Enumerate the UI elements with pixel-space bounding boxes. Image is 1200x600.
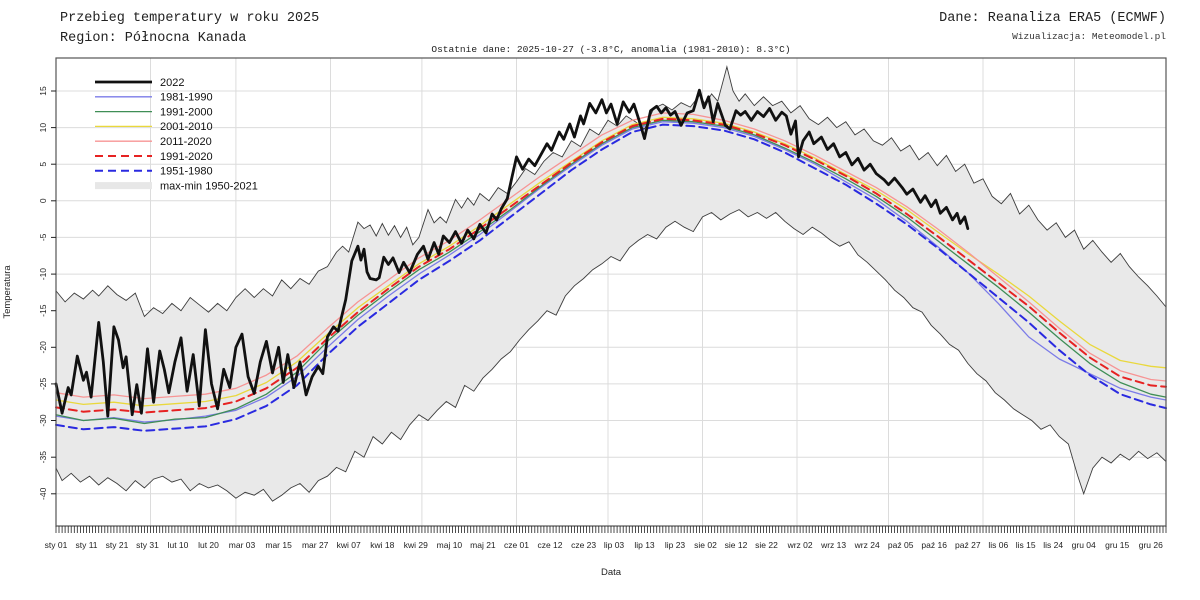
legend-item-2011-2020: 2011-2020 <box>95 136 212 148</box>
chart-legend: 2022 1981-1990 1991-2000 2001-2010 2011-2020… <box>95 77 258 192</box>
x-tick-label: cze 01 <box>504 540 529 550</box>
series-1991-2000 <box>55 119 1167 425</box>
series-1991-2020 <box>55 117 1167 414</box>
x-tick-label: sty 31 <box>136 540 159 550</box>
x-tick-label: mar 27 <box>302 540 329 550</box>
legend-band-swatch <box>95 182 152 190</box>
y-tick-label: -25 <box>38 377 48 390</box>
x-tick-label: sty 01 <box>45 540 68 550</box>
region-subtitle: Region: Północna Kanada <box>60 31 246 46</box>
y-tick-label: 15 <box>38 86 48 96</box>
page-title: Przebieg temperatury w roku 2025 <box>60 11 319 26</box>
last-data-subtitle: Ostatnie dane: 2025-10-27 (-3.8°C, anoma… <box>431 44 790 55</box>
legend-label: 2022 <box>160 77 184 89</box>
x-tick-label: sty 11 <box>75 540 97 550</box>
legend-item-1981-1990: 1981-1990 <box>95 92 213 104</box>
series-2001-2010 <box>55 116 1167 407</box>
y-tick-label: -35 <box>38 451 48 464</box>
band-min-edge <box>55 209 1167 502</box>
x-tick-label: gru 26 <box>1139 540 1163 550</box>
legend-label: 1981-1990 <box>160 92 213 104</box>
x-tick-label: sie 22 <box>755 540 778 550</box>
y-tick-label: -20 <box>38 341 48 354</box>
x-tick-label: cze 23 <box>571 540 596 550</box>
y-tick-label: 5 <box>38 162 48 167</box>
x-tick-label: paź 05 <box>888 540 914 550</box>
x-tick-label: lip 23 <box>665 540 686 550</box>
y-tick-label: 0 <box>38 198 48 203</box>
x-tick-label: wrz 24 <box>854 540 880 550</box>
x-tick-label: sie 12 <box>725 540 748 550</box>
legend-label: 1951-1980 <box>160 166 213 178</box>
band-max-edge <box>55 65 1167 318</box>
x-tick-label: kwi 07 <box>337 540 361 550</box>
y-tick-label: -5 <box>38 233 48 241</box>
x-axis-label: Data <box>601 567 622 578</box>
y-tick-label: -40 <box>38 487 48 500</box>
axis-tick-labels: sty 01 sty 11 sty 21 sty 31 lut 10 lut 20 mar … <box>38 86 1163 550</box>
legend-label: max-min 1950-2021 <box>160 180 258 192</box>
y-tick-label: -10 <box>38 268 48 281</box>
x-tick-label: kwi 18 <box>370 540 394 550</box>
legend-item-2001-2010: 2001-2010 <box>95 121 213 133</box>
series-2022 <box>54 88 970 418</box>
x-tick-label: mar 03 <box>229 540 256 550</box>
x-tick-label: lis 24 <box>1043 540 1063 550</box>
axis-ticks <box>51 90 1167 533</box>
series-1981-1990 <box>55 121 1167 423</box>
x-tick-label: lip 13 <box>634 540 655 550</box>
y-axis-label: Temperatura <box>2 265 13 319</box>
x-tick-label: maj 10 <box>437 540 463 550</box>
x-tick-label: lis 06 <box>988 540 1008 550</box>
x-tick-label: wrz 02 <box>787 540 813 550</box>
x-tick-label: mar 15 <box>265 540 292 550</box>
x-tick-label: wrz 13 <box>820 540 846 550</box>
y-tick-label: -30 <box>38 414 48 427</box>
x-tick-label: cze 12 <box>537 540 562 550</box>
y-tick-label: -15 <box>38 304 48 317</box>
legend-label: 1991-2020 <box>160 151 213 163</box>
x-tick-label: lut 10 <box>168 540 189 550</box>
series-lines <box>54 88 1167 432</box>
x-tick-label: paź 27 <box>955 540 981 550</box>
legend-item-1991-2020: 1991-2020 <box>95 151 213 163</box>
x-tick-label: sty 21 <box>106 540 129 550</box>
legend-item-1951-1980: 1951-1980 <box>95 166 213 178</box>
legend-label: 2001-2010 <box>160 121 213 133</box>
series-1951-1980 <box>55 123 1167 432</box>
legend-label: 1991-2000 <box>160 106 213 118</box>
x-tick-label: gru 15 <box>1105 540 1129 550</box>
legend-item-max-min-1950-2021: max-min 1950-2021 <box>95 180 258 192</box>
series-2011-2020 <box>55 112 1167 400</box>
max-min-band <box>55 65 1167 502</box>
x-tick-label: gru 04 <box>1072 540 1096 550</box>
x-tick-label: paź 16 <box>921 540 947 550</box>
x-tick-label: lip 03 <box>604 540 625 550</box>
visualization-credit: Wizualizacja: Meteomodel.pl <box>1012 31 1166 42</box>
band-fill <box>56 66 1166 502</box>
x-tick-label: kwi 29 <box>404 540 428 550</box>
y-tick-label: 10 <box>38 123 48 133</box>
x-tick-label: maj 21 <box>470 540 496 550</box>
legend-item-2022: 2022 <box>95 77 184 89</box>
data-source-label: Dane: Reanaliza ERA5 (ECMWF) <box>939 11 1166 26</box>
x-tick-label: lut 20 <box>198 540 219 550</box>
legend-item-1991-2000: 1991-2000 <box>95 106 213 118</box>
x-tick-label: sie 02 <box>694 540 717 550</box>
legend-label: 2011-2020 <box>160 136 212 148</box>
x-tick-label: lis 15 <box>1016 540 1036 550</box>
